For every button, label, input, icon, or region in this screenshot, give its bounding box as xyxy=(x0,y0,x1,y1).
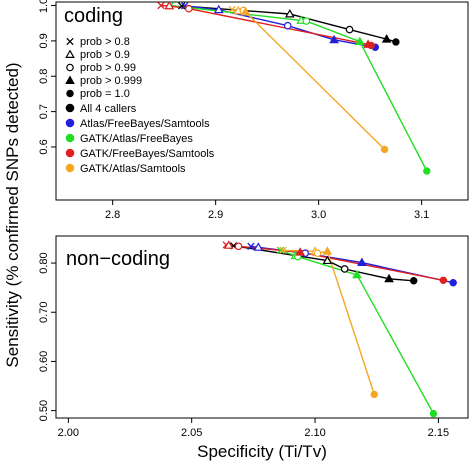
noncoding-data-point xyxy=(223,240,234,249)
coding-x-tick-label: 3.0 xyxy=(311,209,326,221)
noncoding-series-lines xyxy=(226,244,454,414)
legend-series-label: GATK/FreeBayes/Samtools xyxy=(80,148,215,160)
y-axis-title: Sensitivity (% confirmed SNPs detected) xyxy=(3,62,22,367)
legend-symbol-label: prob > 0.99 xyxy=(80,62,136,74)
coding-panel: 2.8 2.9 3.0 3.1 0.6 0.7 0.8 0.9 1.0 coding xyxy=(38,0,469,221)
noncoding-plot-frame xyxy=(55,235,469,419)
coding-y-tick-label: 0.8 xyxy=(38,69,50,84)
noncoding-data-point xyxy=(384,273,394,283)
coding-y-tick-label: 0.7 xyxy=(38,104,50,119)
coding-axes: 2.8 2.9 3.0 3.1 0.6 0.7 0.8 0.9 1.0 xyxy=(38,0,429,221)
legend-color-swatch xyxy=(65,148,75,158)
legend-symbol-marker xyxy=(65,49,75,58)
coding-data-point xyxy=(178,2,186,10)
coding-x-tick-label: 3.1 xyxy=(414,209,429,221)
legend-series-label: All 4 callers xyxy=(80,103,137,115)
noncoding-y-tick-label: 0.60 xyxy=(38,351,50,372)
legend-series-label: Atlas/FreeBayes/Samtools xyxy=(80,118,210,130)
coding-series-line-5 xyxy=(231,8,386,150)
legend-symbol-label: prob > 0.999 xyxy=(80,75,142,87)
noncoding-data-point xyxy=(439,276,448,284)
noncoding-x-tick-label: 2.15 xyxy=(428,427,449,439)
coding-data-point xyxy=(185,4,193,13)
noncoding-data-point xyxy=(410,277,418,285)
legend-color-swatch xyxy=(65,118,75,128)
coding-data-point xyxy=(329,34,339,44)
coding-series-line-4 xyxy=(161,4,372,47)
legend-color-swatch xyxy=(65,103,75,113)
noncoding-data-point xyxy=(370,390,378,399)
legend-symbol-marker xyxy=(66,89,74,98)
coding-data-point xyxy=(284,9,295,18)
noncoding-data-point xyxy=(429,409,438,418)
coding-data-point xyxy=(392,38,400,46)
coding-data-point xyxy=(240,6,251,16)
coding-x-tick-label: 2.9 xyxy=(208,209,223,221)
noncoding-data-point xyxy=(322,255,333,265)
coding-series-lines xyxy=(161,4,428,172)
coding-y-tick-label: 0.9 xyxy=(38,33,50,48)
legend-series-label: GATK/Atlas/Samtools xyxy=(80,163,186,175)
noncoding-x-tick-label: 2.00 xyxy=(58,427,79,439)
noncoding-panel-title: non−coding xyxy=(66,248,170,270)
noncoding-y-tick-label: 0.80 xyxy=(38,252,50,273)
legend-symbol-marker xyxy=(65,75,75,84)
coding-series-markers xyxy=(157,0,431,175)
noncoding-series-markers xyxy=(222,240,457,418)
noncoding-data-point xyxy=(322,246,333,255)
coding-data-point xyxy=(283,21,292,30)
coding-data-point xyxy=(164,0,175,10)
coding-data-point xyxy=(345,25,354,34)
noncoding-data-point xyxy=(352,269,362,279)
legend-symbol-marker xyxy=(66,63,74,72)
coding-data-point xyxy=(380,145,389,154)
noncoding-data-point xyxy=(253,242,264,251)
coding-data-point xyxy=(367,41,375,50)
coding-data-point xyxy=(381,34,392,43)
noncoding-data-point xyxy=(234,242,243,251)
noncoding-data-point xyxy=(449,279,457,287)
coding-data-point xyxy=(157,1,165,10)
legend-color-swatch xyxy=(65,133,75,143)
coding-x-tick-label: 2.8 xyxy=(105,209,120,221)
coding-data-point xyxy=(228,5,236,14)
noncoding-data-point xyxy=(357,257,367,267)
noncoding-data-point xyxy=(247,242,255,250)
coding-data-point xyxy=(213,4,224,14)
noncoding-y-tick-label: 0.70 xyxy=(38,302,50,323)
legend-symbol-marker xyxy=(66,37,74,46)
noncoding-data-point xyxy=(279,246,287,254)
coding-data-point xyxy=(302,17,311,25)
legend-color-swatch xyxy=(65,163,75,173)
legend-symbol-label: prob > 0.8 xyxy=(80,36,130,48)
coding-plot-frame xyxy=(55,1,469,201)
noncoding-y-tick-label: 0.50 xyxy=(38,400,50,421)
legend-series-label: GATK/Atlas/FreeBayes xyxy=(80,133,193,145)
coding-data-point xyxy=(355,36,365,46)
legend-symbol-label: prob > 0.9 xyxy=(80,49,130,61)
noncoding-axes: 2.00 2.05 2.10 2.15 0.50 0.60 0.70 0.80 xyxy=(38,252,449,439)
coding-panel-title: coding xyxy=(64,5,123,27)
noncoding-x-tick-label: 2.10 xyxy=(304,427,325,439)
legend-symbol-label: prob = 1.0 xyxy=(80,88,130,100)
noncoding-data-point xyxy=(340,265,349,273)
coding-y-tick-label: 0.6 xyxy=(38,139,50,154)
noncoding-data-point xyxy=(295,247,306,256)
noncoding-panel: 2.00 2.05 2.10 2.15 0.50 0.60 0.70 0.80 non−cod… xyxy=(38,235,469,439)
noncoding-data-point xyxy=(276,246,285,254)
noncoding-x-tick-label: 2.05 xyxy=(181,427,202,439)
x-axis-title: Specificity (Ti/Tv) xyxy=(197,442,327,461)
noncoding-data-point xyxy=(313,249,322,258)
coding-y-tick-label: 1.0 xyxy=(38,0,50,13)
coding-data-point xyxy=(423,167,431,175)
